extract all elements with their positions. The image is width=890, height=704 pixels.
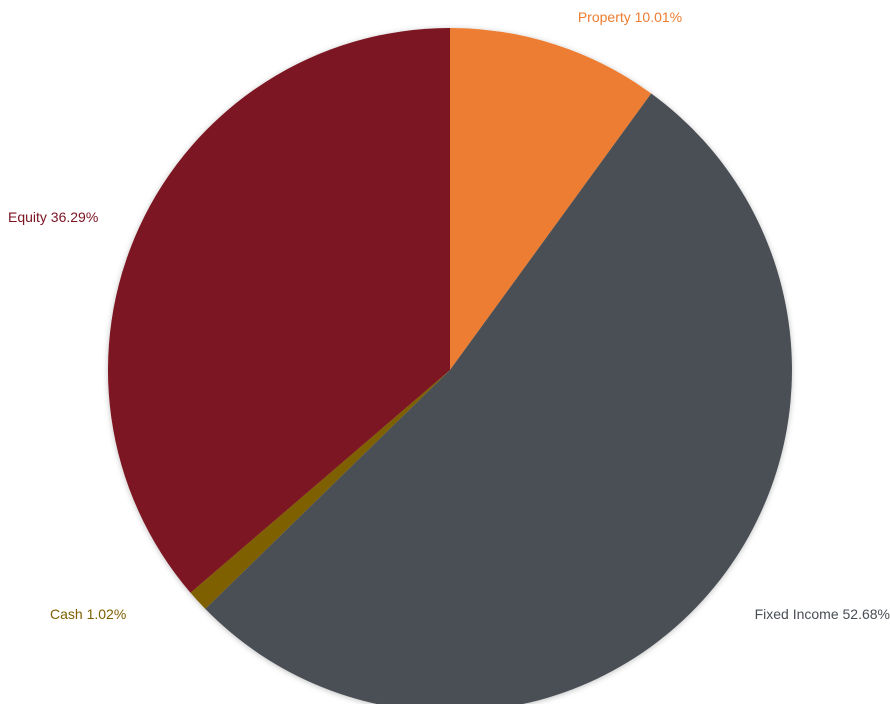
pie-slices (108, 28, 792, 704)
pie-slice-equity (108, 28, 450, 593)
pie-slice-fixed-income (205, 93, 792, 704)
pie-label-fixed-income: Fixed Income 52.68% (755, 606, 890, 622)
pie-slice-property (450, 28, 652, 370)
pie-label-equity: Equity 36.29% (8, 209, 98, 225)
pie-slice-cash (190, 370, 450, 609)
pie-label-property: Property 10.01% (578, 9, 682, 25)
pie-label-cash: Cash 1.02% (50, 606, 126, 622)
pie-labels: Property 10.01% Fixed Income 52.68% Cash 1… (8, 9, 890, 622)
